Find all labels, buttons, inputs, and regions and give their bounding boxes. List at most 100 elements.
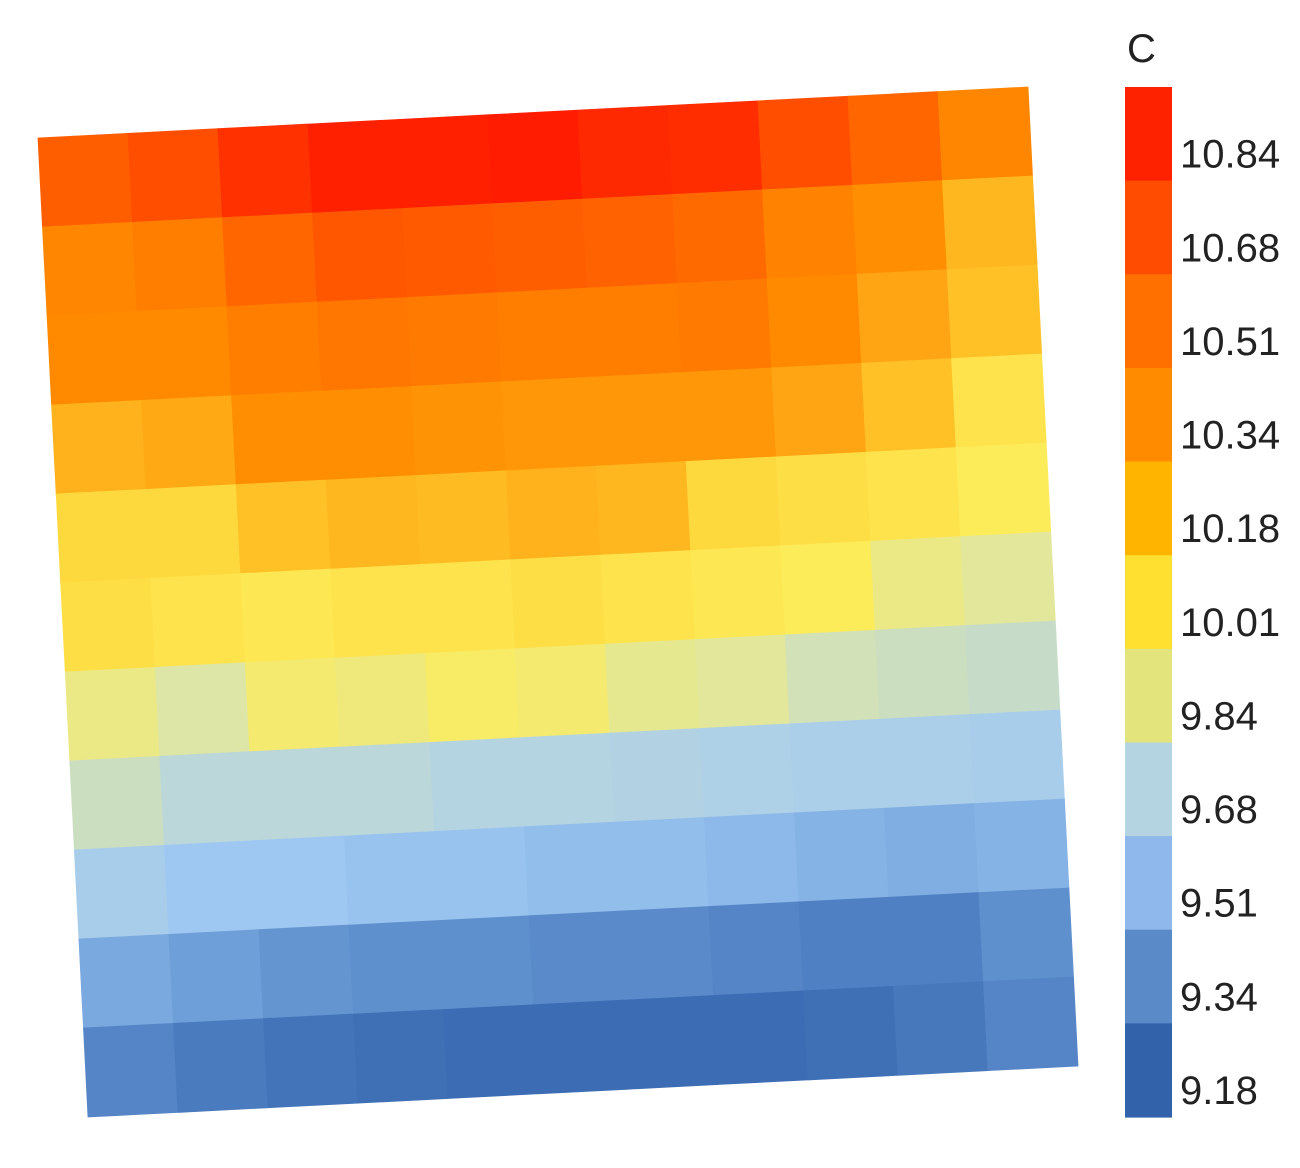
heatmap-cell xyxy=(618,906,714,1001)
colorbar-band xyxy=(1125,648,1172,743)
heatmap-cell xyxy=(69,755,165,851)
colorbar-tick-label: 9.68 xyxy=(1180,788,1258,832)
heatmap-cell xyxy=(83,1022,179,1118)
heatmap-cell xyxy=(708,901,804,996)
heatmap-cell xyxy=(784,629,881,725)
heatmap-cell xyxy=(690,545,786,640)
heatmap-cell xyxy=(793,807,890,903)
heatmap-cell xyxy=(757,95,853,191)
heatmap-cell xyxy=(978,887,1074,983)
heatmap-cell xyxy=(60,577,156,673)
heatmap-cell xyxy=(348,920,444,1015)
heatmap-cell xyxy=(321,386,417,481)
heatmap-cell xyxy=(613,817,710,912)
heatmap-cell xyxy=(168,929,264,1024)
heatmap-cell xyxy=(879,714,975,809)
heatmap-cell xyxy=(528,910,624,1006)
heatmap-cell xyxy=(604,639,701,734)
heatmap-cell xyxy=(501,376,597,472)
heatmap-cell xyxy=(798,896,894,992)
colorbar-tick-label: 9.34 xyxy=(1180,975,1258,1019)
heatmap-cell xyxy=(577,105,673,200)
heatmap-cell xyxy=(132,217,228,312)
heatmap-cell xyxy=(402,203,498,298)
heatmap-cell xyxy=(973,798,1070,894)
colorbar-band xyxy=(1125,929,1172,1024)
heatmap-cell xyxy=(64,666,161,762)
heatmap-cell xyxy=(51,399,147,495)
heatmap-cell xyxy=(415,470,512,565)
colorbar-tick-label: 10.18 xyxy=(1180,507,1280,551)
colorbar-band xyxy=(1125,555,1172,650)
heatmap-cell xyxy=(173,1018,269,1113)
heatmap-cell xyxy=(852,180,948,275)
heatmap-cell xyxy=(150,573,246,668)
heatmap-cell xyxy=(893,981,989,1076)
heatmap-cell xyxy=(865,447,962,542)
heatmap-cell xyxy=(780,540,876,636)
heatmap-cell xyxy=(586,283,683,378)
heatmap-cell xyxy=(406,292,503,387)
heatmap-cell xyxy=(888,892,984,987)
colorbar-title: C xyxy=(1127,27,1156,71)
heatmap-cell xyxy=(519,732,615,828)
heatmap-cell xyxy=(330,564,426,659)
heatmap-cell xyxy=(55,488,152,584)
heatmap-cell xyxy=(623,995,719,1090)
heatmap-cell xyxy=(343,831,440,926)
heatmap-cell xyxy=(595,461,692,556)
heatmap-cell xyxy=(856,269,953,364)
colorbar-band xyxy=(1125,367,1172,463)
colorbar-tick-label: 10.68 xyxy=(1180,226,1280,270)
heatmap-cell xyxy=(353,1009,449,1104)
heatmap-cell xyxy=(235,479,332,575)
heatmap-cell xyxy=(411,381,507,476)
heatmap-cell xyxy=(127,128,223,223)
heatmap-cell xyxy=(713,990,809,1085)
heatmap-cell xyxy=(983,976,1079,1072)
heatmap-cell xyxy=(523,821,620,917)
heatmap-cell xyxy=(433,826,530,921)
heatmap-cell xyxy=(253,835,350,931)
colorbar-band xyxy=(1125,836,1172,931)
heatmap-cell xyxy=(42,221,138,317)
heatmap-cell xyxy=(951,353,1047,449)
heatmap-cell xyxy=(397,114,493,209)
colorbar-tick-label: 10.51 xyxy=(1180,320,1280,364)
heatmap-cell xyxy=(609,728,705,823)
heatmap-cell xyxy=(861,358,957,453)
colorbar: C 10.84 10.68 10.51 10.34 10.18 10.01 9.84 9.68… xyxy=(1125,27,1280,1118)
heatmap-cell xyxy=(316,297,413,392)
heatmap-cell xyxy=(964,620,1061,716)
heatmap-cell xyxy=(582,194,678,289)
heatmap-cell xyxy=(438,915,534,1010)
heatmap-cell xyxy=(789,718,885,814)
heatmap-cell xyxy=(600,550,696,645)
heatmap-cell xyxy=(803,985,899,1081)
colorbar-tick-label: 10.01 xyxy=(1180,601,1280,645)
heatmap-cell xyxy=(699,723,795,818)
heatmap-cell xyxy=(487,109,583,205)
heatmap-cell xyxy=(136,306,233,401)
heatmap-cell xyxy=(591,372,687,467)
colorbar-band xyxy=(1125,274,1172,369)
heatmap-cell xyxy=(307,119,403,214)
heatmap-cell xyxy=(946,264,1043,360)
heatmap-cell xyxy=(514,643,611,739)
heatmap-cell xyxy=(154,662,251,757)
heatmap-cell xyxy=(874,625,971,720)
heatmap-cell xyxy=(429,737,525,832)
heatmap-cell xyxy=(505,465,602,561)
heatmap-cell xyxy=(217,123,313,219)
heatmap-cell xyxy=(510,554,606,650)
heatmap-cell xyxy=(37,132,133,228)
heatmap-cell xyxy=(312,208,408,303)
colorbar-band xyxy=(1125,461,1172,556)
heatmap-cell xyxy=(159,751,255,846)
heatmap-cell xyxy=(667,100,763,195)
heatmap-cell xyxy=(163,840,260,935)
heatmap-cell xyxy=(533,999,629,1095)
heatmap-cell xyxy=(222,212,318,308)
heatmap-cell xyxy=(258,924,354,1020)
